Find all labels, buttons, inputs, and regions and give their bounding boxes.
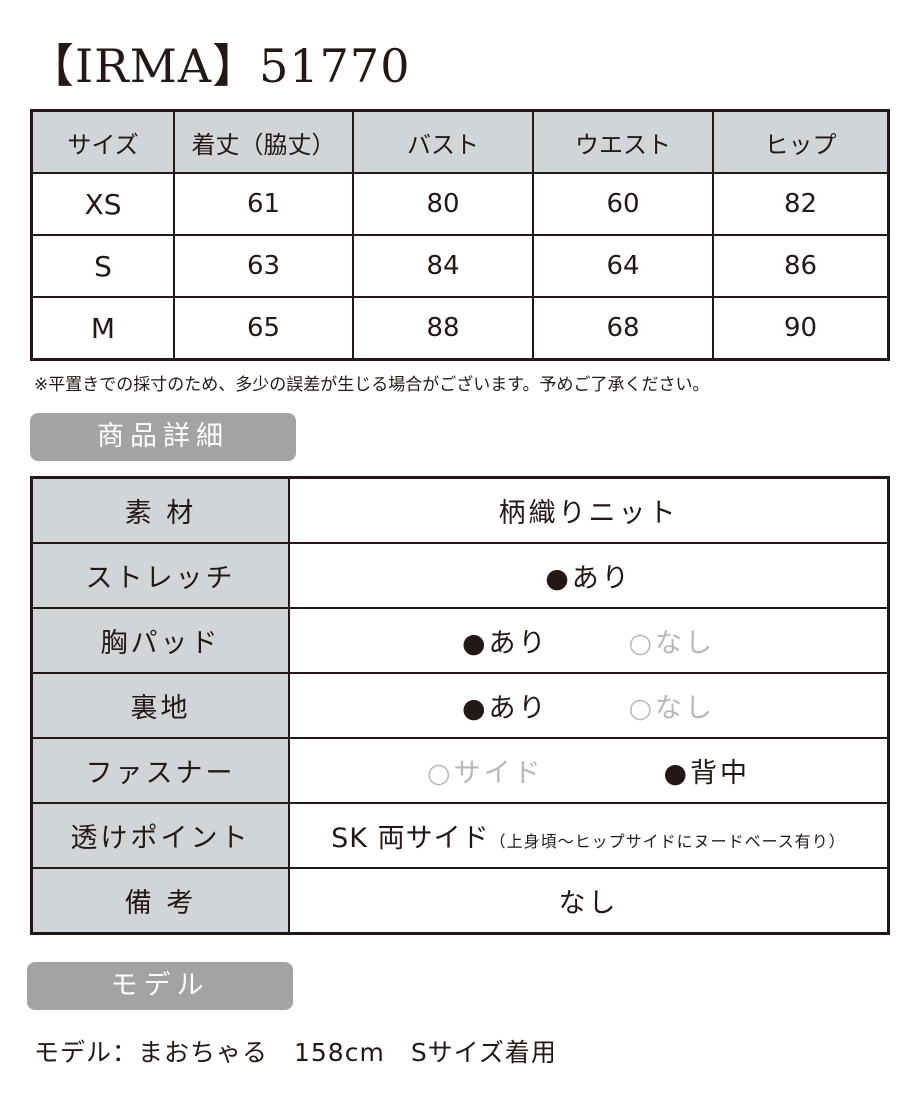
detail-label: 透けポイント [30, 802, 290, 869]
model-heading: モデル [27, 962, 293, 1010]
details-heading: 商品詳細 [30, 413, 296, 461]
size-label: S [30, 234, 175, 298]
size-label: M [30, 296, 175, 361]
cell: 63 [173, 234, 354, 298]
header-length: 着丈（脇丈） [173, 109, 354, 174]
header-waist: ウエスト [532, 109, 714, 174]
cell: 61 [173, 172, 354, 236]
detail-value: 柄織りニット [288, 476, 890, 544]
model-info: モデル：まおちゃる 158cm Sサイズ着用 [34, 1038, 557, 1067]
header-size: サイズ [30, 109, 175, 174]
page-title: 【IRMA】51770 [28, 39, 411, 93]
table-row: XS 61 80 60 82 [30, 172, 890, 236]
option-selected: ●あり [461, 693, 549, 724]
detail-row-material: 素 材 柄織りニット [30, 476, 890, 544]
sheer-value: SK 両サイド [331, 823, 490, 854]
detail-value: ●あり [288, 542, 890, 609]
header-bust: バスト [352, 109, 534, 174]
cell: 86 [712, 234, 890, 298]
option-unselected: ○なし [628, 628, 716, 659]
detail-value: ○サイド ●背中 [288, 737, 890, 804]
detail-label: 素 材 [30, 476, 290, 544]
detail-row-lining: 裏地 ●あり ○なし [30, 672, 890, 739]
detail-value: ●あり ○なし [288, 672, 890, 739]
table-row: M 65 88 68 90 [30, 296, 890, 361]
cell: 84 [352, 234, 534, 298]
option-selected: ●背中 [663, 758, 751, 789]
measurement-note: ※平置きでの採寸のため、多少の誤差が生じる場合がございます。予めご了承ください。 [34, 375, 710, 395]
cell: 65 [173, 296, 354, 361]
details-table: 素 材 柄織りニット ストレッチ ●あり 胸パッド ●あり ○なし 裏地 ●あり ○… [30, 476, 890, 935]
detail-label: 裏地 [30, 672, 290, 739]
detail-label: 備 考 [30, 867, 290, 935]
detail-value: SK 両サイド（上身頃〜ヒップサイドにヌードベース有り） [288, 802, 890, 869]
cell: 82 [712, 172, 890, 236]
detail-label: ストレッチ [30, 542, 290, 609]
detail-row-fastener: ファスナー ○サイド ●背中 [30, 737, 890, 804]
option-unselected: ○サイド [426, 758, 544, 789]
detail-value: なし [288, 867, 890, 935]
header-hip: ヒップ [712, 109, 890, 174]
size-table-header: サイズ 着丈（脇丈） バスト ウエスト ヒップ [30, 109, 890, 174]
detail-value: ●あり ○なし [288, 607, 890, 674]
detail-row-stretch: ストレッチ ●あり [30, 542, 890, 609]
cell: 64 [532, 234, 714, 298]
detail-label: ファスナー [30, 737, 290, 804]
option-selected: ●あり [461, 628, 549, 659]
cell: 60 [532, 172, 714, 236]
cell: 88 [352, 296, 534, 361]
table-row: S 63 84 64 86 [30, 234, 890, 298]
sheer-note: （上身頃〜ヒップサイドにヌードベース有り） [489, 832, 846, 851]
detail-row-remarks: 備 考 なし [30, 867, 890, 935]
size-table: サイズ 着丈（脇丈） バスト ウエスト ヒップ XS 61 80 60 82 S… [30, 109, 890, 361]
detail-row-chest-pad: 胸パッド ●あり ○なし [30, 607, 890, 674]
detail-row-sheer: 透けポイント SK 両サイド（上身頃〜ヒップサイドにヌードベース有り） [30, 802, 890, 869]
size-label: XS [30, 172, 175, 236]
detail-label: 胸パッド [30, 607, 290, 674]
option-unselected: ○なし [628, 693, 716, 724]
cell: 90 [712, 296, 890, 361]
cell: 80 [352, 172, 534, 236]
cell: 68 [532, 296, 714, 361]
